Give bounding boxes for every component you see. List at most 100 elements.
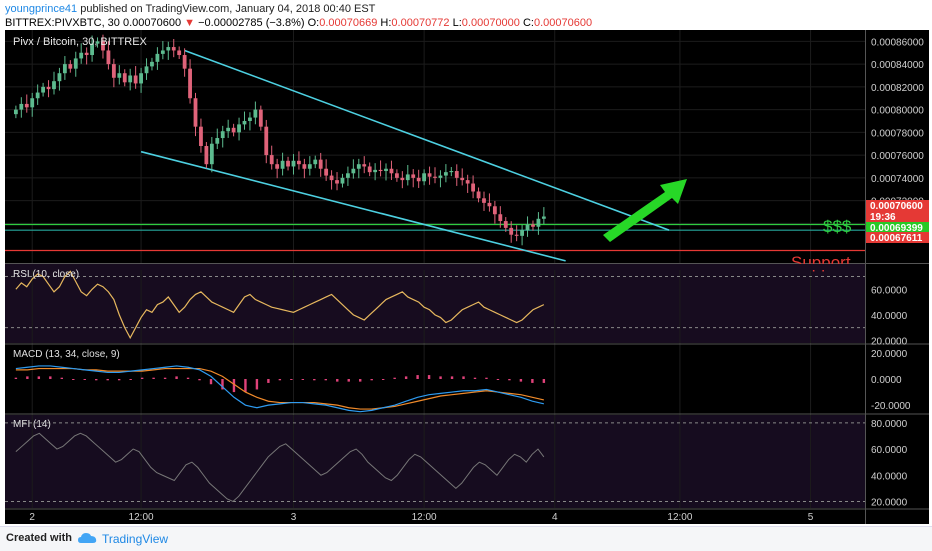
- candle-body: [411, 174, 416, 178]
- candle-body: [307, 164, 312, 169]
- mfi-line: [15, 432, 545, 503]
- rsi-pane-top-mask: [5, 264, 865, 270]
- price-tick-label: 0.00078000: [871, 128, 924, 139]
- tradingview-brand[interactable]: TradingView: [102, 532, 169, 546]
- candle-body: [367, 166, 372, 173]
- candle-body: [335, 180, 339, 184]
- macd-histogram-bar: [381, 379, 385, 380]
- candle-body: [503, 221, 508, 228]
- macd-tick-label: 20.0000: [871, 349, 908, 360]
- chart-area[interactable]: 0.00086000 0.00084000 0.00082000 0.00080000…: [5, 30, 929, 524]
- price-label-box: [866, 232, 929, 243]
- mfi-label: MFI (14): [13, 419, 51, 430]
- macd-histogram-bar: [198, 379, 201, 381]
- macd-histogram-bar: [439, 376, 442, 379]
- macd-histogram-bar: [427, 375, 431, 379]
- macd-histogram-bar: [83, 379, 86, 380]
- candle-body: [536, 218, 541, 227]
- low-label: L:: [452, 17, 462, 29]
- macd-histogram-bar: [542, 379, 546, 383]
- candle-body: [487, 202, 492, 207]
- candle-body: [177, 50, 182, 56]
- time-tick-label: 3: [291, 512, 297, 523]
- candle-body: [346, 173, 350, 178]
- candle-body: [269, 155, 274, 165]
- price-tick-label: 0.00074000: [871, 174, 924, 185]
- mfi-tick-label: 20.0000: [871, 497, 908, 508]
- candle-body: [520, 230, 524, 236]
- high-value: 0.00070772: [391, 17, 450, 29]
- header-line-1: youngprince41 published on TradingView.c…: [5, 3, 375, 15]
- macd-histogram-bar: [359, 379, 362, 382]
- candle-body: [226, 127, 231, 132]
- macd-histogram-bar: [267, 379, 270, 383]
- bullish-arrow-annotation: [603, 179, 687, 242]
- macd-histogram-bar: [221, 379, 224, 390]
- candle-body: [79, 52, 84, 59]
- candle-body: [509, 227, 514, 235]
- candle-body: [449, 171, 454, 173]
- macd-histogram-bar: [175, 376, 178, 379]
- macd-histogram-bar: [508, 379, 511, 381]
- candle-body: [318, 159, 323, 169]
- mfi-pane-background: [5, 415, 865, 508]
- macd-histogram-bar: [140, 377, 144, 379]
- annotation-dollar-signs: $$$: [823, 217, 852, 236]
- author-link[interactable]: youngprince41: [5, 3, 78, 15]
- candle-body: [133, 75, 138, 84]
- macd-histogram-bar: [313, 379, 316, 381]
- time-tick-label: 12:00: [667, 512, 692, 523]
- rsi-line: [15, 270, 545, 340]
- time-tick-label: 5: [808, 512, 814, 523]
- rsi-tick-label: 60.0000: [871, 285, 908, 296]
- macd-histogram-bar: [519, 379, 523, 382]
- candle-body: [253, 109, 258, 118]
- low-value: 0.00070000: [461, 17, 520, 29]
- candle-body: [362, 164, 367, 167]
- candle-body: [384, 168, 388, 172]
- candle-body: [231, 127, 236, 133]
- candle-body: [427, 173, 432, 177]
- time-tick-label: 12:00: [129, 512, 154, 523]
- macd-histogram-bar: [393, 377, 396, 379]
- candle-body: [471, 183, 476, 192]
- candle-body: [531, 224, 535, 227]
- symbol-info: BITTREX:PIVXBTC, 30: [5, 17, 120, 29]
- candle-body: [144, 66, 149, 74]
- candle-body: [242, 120, 247, 125]
- macd-histogram-bar: [301, 379, 305, 380]
- candle-body: [340, 177, 345, 184]
- macd-label: MACD (13, 34, close, 9): [13, 349, 120, 360]
- macd-histogram-bar: [26, 376, 29, 379]
- candle-body: [106, 50, 111, 65]
- macd-histogram-bar: [244, 379, 247, 393]
- macd-histogram-bar: [255, 379, 259, 390]
- time-tick-label: 2: [29, 512, 35, 523]
- candle-body: [258, 109, 263, 127]
- candle-body: [264, 126, 269, 156]
- candle-body: [324, 168, 329, 176]
- candle-body: [351, 168, 356, 174]
- candle-body: [443, 172, 448, 176]
- macd-histogram-bar: [152, 377, 155, 379]
- candle-body: [24, 103, 29, 108]
- price-label-text: 0.00070600: [870, 201, 923, 212]
- candle-body: [291, 160, 296, 167]
- candle-body: [482, 198, 486, 203]
- price-label-box: [866, 211, 929, 222]
- footer: Created with TradingView: [0, 526, 932, 551]
- candle-body: [150, 61, 154, 67]
- candle-body: [62, 64, 67, 74]
- macd-histogram-bar: [186, 377, 190, 379]
- candle-body: [297, 160, 301, 165]
- candle-body: [35, 92, 40, 99]
- candle-body: [416, 177, 421, 182]
- candle-body: [492, 206, 497, 215]
- candle-body: [433, 176, 437, 178]
- rsi-tick-label: 40.0000: [871, 311, 908, 322]
- candle-body: [302, 164, 307, 169]
- mfi-tick-label: 40.0000: [871, 471, 908, 482]
- candle-body: [155, 53, 160, 62]
- published-text: published on TradingView.com, January 04…: [80, 3, 376, 15]
- macd-histogram-bar: [117, 379, 121, 381]
